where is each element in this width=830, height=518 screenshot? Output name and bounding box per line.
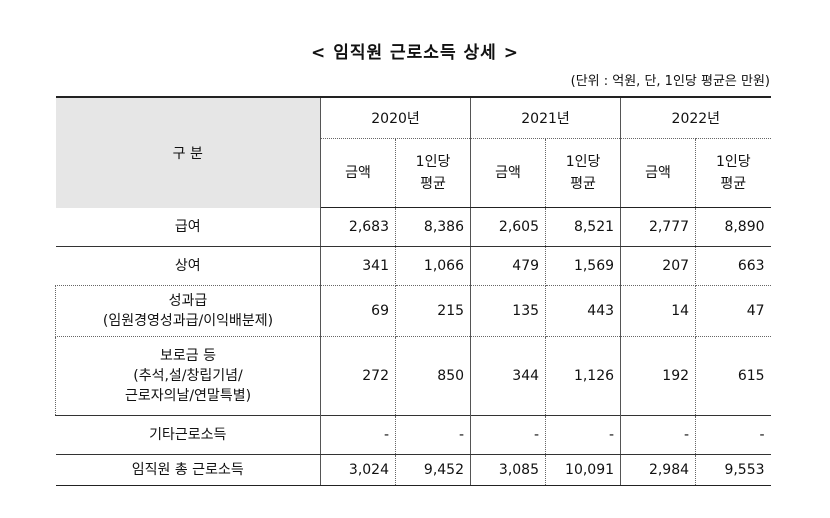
table-title: < 임직원 근로소득 상세 > bbox=[311, 43, 519, 63]
header-year-2020: 2020년 bbox=[320, 96, 472, 139]
table-row-bonus: 상여 341 1,066 479 1,569 207 663 bbox=[55, 246, 771, 286]
cell: 341 bbox=[320, 246, 396, 286]
cell: 207 bbox=[620, 246, 697, 286]
header-category: 구 분 bbox=[55, 96, 321, 208]
header-year-2022: 2022년 bbox=[620, 96, 771, 139]
header-amount: 금액 bbox=[470, 138, 547, 208]
cell: - bbox=[545, 415, 622, 455]
table-row-total: 임직원 총 근로소득 3,024 9,452 3,085 10,091 2,98… bbox=[55, 454, 771, 486]
cell: 663 bbox=[695, 246, 771, 286]
unit-note: (단위 : 억원, 단, 1인당 평균은 만원) bbox=[570, 74, 770, 89]
cell: 344 bbox=[470, 336, 547, 416]
cell: 3,085 bbox=[470, 454, 547, 486]
cell: 2,777 bbox=[620, 207, 697, 247]
header-per-capita: 1인당 평균 bbox=[395, 138, 472, 208]
cell: 3,024 bbox=[320, 454, 396, 486]
cell: - bbox=[320, 415, 396, 455]
cell: 215 bbox=[395, 285, 472, 337]
cell: 2,683 bbox=[320, 207, 396, 247]
cell: 192 bbox=[620, 336, 697, 416]
row-label: 급여 bbox=[55, 207, 321, 247]
cell: 69 bbox=[320, 285, 396, 337]
cell: 1,066 bbox=[395, 246, 472, 286]
cell: - bbox=[695, 415, 771, 455]
cell: 9,553 bbox=[695, 454, 771, 486]
cell: 8,890 bbox=[695, 207, 771, 247]
cell: - bbox=[620, 415, 697, 455]
cell: 272 bbox=[320, 336, 396, 416]
header-per-capita: 1인당 평균 bbox=[695, 138, 771, 208]
header-amount: 금액 bbox=[320, 138, 396, 208]
income-detail-table: 구 분 2020년 2021년 2022년 금액 1인당 평균 금액 1인당 평균 … bbox=[55, 96, 771, 486]
table-row-salary: 급여 2,683 8,386 2,605 8,521 2,777 8,890 bbox=[55, 207, 771, 247]
row-label: 기타근로소득 bbox=[55, 415, 321, 455]
header-amount: 금액 bbox=[620, 138, 697, 208]
row-label: 상여 bbox=[55, 246, 321, 286]
cell: - bbox=[395, 415, 472, 455]
row-label: 성과급 (임원경영성과급/이익배분제) bbox=[55, 285, 321, 337]
table-row-allowance: 보로금 등 (추석,설/창립기념/근로자의날/연말특별) 272 850 344 … bbox=[55, 336, 771, 416]
cell: 1,569 bbox=[545, 246, 622, 286]
cell: 8,386 bbox=[395, 207, 472, 247]
table-row-performance: 성과급 (임원경영성과급/이익배분제) 69 215 135 443 14 47 bbox=[55, 285, 771, 337]
cell: 2,984 bbox=[620, 454, 697, 486]
table-row-other: 기타근로소득 - - - - - - bbox=[55, 415, 771, 455]
cell: 615 bbox=[737, 368, 765, 384]
cell: 14 bbox=[620, 285, 697, 337]
cell: 443 bbox=[545, 285, 622, 337]
cell: 8,521 bbox=[545, 207, 622, 247]
cell: 2,605 bbox=[470, 207, 547, 247]
cell: 1,126 bbox=[545, 336, 622, 416]
cell: 9,452 bbox=[395, 454, 472, 486]
header-year-2021: 2021년 bbox=[470, 96, 622, 139]
cell: 479 bbox=[470, 246, 547, 286]
cell: 10,091 bbox=[545, 454, 622, 486]
header-per-capita: 1인당 평균 bbox=[545, 138, 622, 208]
row-label: 보로금 등 (추석,설/창립기념/근로자의날/연말특별) bbox=[55, 336, 321, 416]
row-label: 임직원 총 근로소득 bbox=[55, 454, 321, 486]
cell: 47 bbox=[695, 285, 771, 337]
cell: - bbox=[470, 415, 547, 455]
cell: 135 bbox=[470, 285, 547, 337]
cell: 850 bbox=[395, 336, 472, 416]
